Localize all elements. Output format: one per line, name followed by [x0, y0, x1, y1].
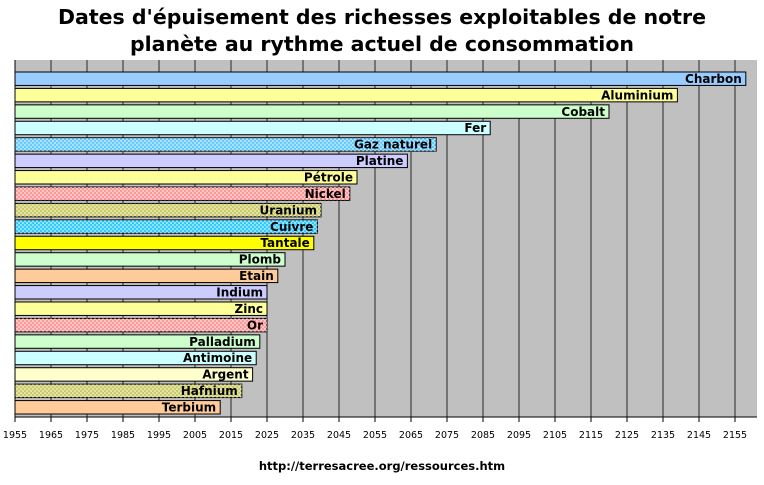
bar: [14, 87, 678, 103]
x-tick-label: 2145: [687, 430, 711, 441]
x-tick-label: 2105: [543, 430, 567, 441]
bar-pattern: [15, 137, 437, 152]
bar: [14, 301, 268, 316]
chart-title-line1: Dates d'épuisement des richesses exploit…: [57, 5, 706, 29]
bar-group: Platine: [14, 153, 408, 169]
bars: Charbon Aluminium Cobalt Fer Gaz naturel Plat…: [14, 71, 747, 415]
bar-group: Plomb: [14, 252, 286, 267]
bar-group: Palladium: [14, 334, 261, 349]
x-tick-label: 2025: [255, 430, 279, 441]
bar-group: Argent: [14, 367, 254, 382]
bar-label: Plomb: [239, 253, 282, 267]
x-tick-label: 2115: [579, 430, 603, 441]
bar-group: Hafnium: [14, 383, 243, 398]
x-tick-label: 2045: [327, 430, 351, 441]
bar-group: Uranium: [14, 202, 322, 217]
bar-group: Cobalt: [14, 104, 610, 119]
bar: [14, 120, 491, 136]
x-axis-ticks: 1955 1965 1975 1985 1995 2005 2015 2025 2035 2045…: [3, 417, 747, 441]
bar-label: Argent: [202, 368, 248, 382]
bar-label: Platine: [356, 154, 404, 168]
bar-label: Antimoine: [183, 351, 252, 365]
bar-label: Tantale: [260, 236, 309, 250]
bar-group: Aluminium: [14, 87, 678, 103]
bar-pattern: [15, 203, 321, 217]
bar: [14, 104, 610, 119]
bar-label: Aluminium: [601, 88, 673, 102]
bar-pattern: [15, 187, 350, 201]
bar-group: Antimoine: [14, 350, 257, 365]
x-tick-label: 2065: [399, 430, 423, 441]
bar-label: Cuivre: [270, 220, 313, 234]
bar-group: Or: [14, 317, 268, 332]
x-tick-label: 2085: [471, 430, 495, 441]
x-tick-label: 2035: [291, 430, 315, 441]
x-tick-label: 2015: [219, 430, 243, 441]
bar-label: Or: [247, 318, 263, 332]
bar-label: Indium: [216, 286, 263, 300]
bar-group: Pétrole: [14, 170, 358, 185]
x-tick-label: 2005: [183, 430, 207, 441]
bar-group: Fer: [14, 120, 491, 136]
bar-group: Charbon: [14, 71, 747, 86]
x-tick-label: 1995: [147, 430, 171, 441]
bar-group: Terbium: [14, 400, 221, 415]
bar-label: Etain: [239, 269, 274, 283]
x-tick-label: 2075: [435, 430, 459, 441]
gridlines: [14, 60, 736, 417]
x-tick-label: 2155: [723, 430, 747, 441]
bar-group: Tantale: [14, 235, 315, 251]
bar-label: Hafnium: [181, 384, 238, 398]
bar-label: Uranium: [260, 203, 317, 217]
bar-group: Indium: [14, 285, 268, 300]
bar-label: Palladium: [189, 335, 256, 349]
x-tick-label: 2095: [507, 430, 531, 441]
bar-label: Fer: [464, 121, 486, 135]
bar-label: Pétrole: [304, 171, 353, 185]
bar: [14, 153, 408, 169]
bar-group: Zinc: [14, 301, 268, 316]
chart-title: Dates d'épuisement des richesses exploit…: [0, 4, 764, 58]
x-tick-label: 1955: [3, 430, 27, 441]
bar-group: Cuivre: [14, 219, 318, 234]
bar-group: Etain: [14, 268, 279, 283]
bar-group: Nickel: [14, 186, 351, 201]
x-tick-label: 2125: [615, 430, 639, 441]
bar-group: Gaz naturel: [14, 137, 437, 152]
x-tick-label: 1985: [111, 430, 135, 441]
bar-pattern: [15, 318, 267, 332]
bar-label: Terbium: [162, 401, 216, 415]
chart-title-line2: planète au rythme actuel de consommation: [129, 32, 635, 56]
x-tick-label: 1965: [39, 430, 63, 441]
bar-pattern: [15, 219, 318, 234]
bar-label: Nickel: [305, 187, 346, 201]
x-tick-label: 1975: [75, 430, 99, 441]
source-url: http://terresacree.org/ressources.htm: [258, 459, 506, 473]
bar-label: Cobalt: [561, 105, 605, 119]
bar-label: Charbon: [685, 72, 742, 86]
bar-label: Zinc: [235, 302, 263, 316]
bar-pattern: [15, 384, 242, 398]
x-tick-label: 2135: [651, 430, 675, 441]
bar-label: Gaz naturel: [354, 138, 432, 152]
bar: [14, 71, 747, 86]
x-tick-label: 2055: [363, 430, 387, 441]
